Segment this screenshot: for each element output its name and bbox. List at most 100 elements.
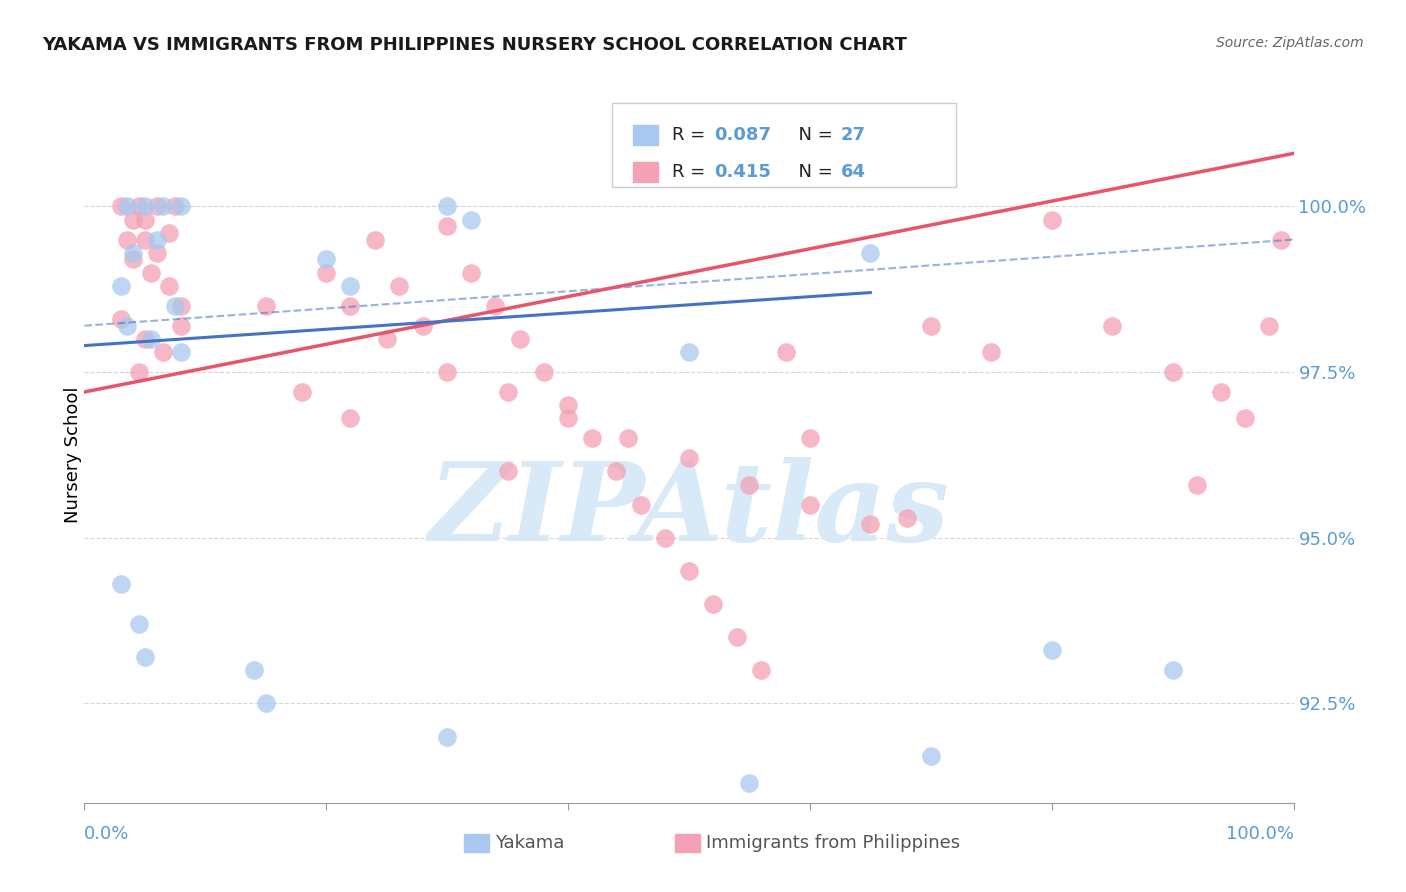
Point — [110, 577, 132, 591]
Point — [460, 212, 482, 227]
Point — [1258, 318, 1281, 333]
Point — [134, 212, 156, 227]
Point — [375, 332, 398, 346]
Point — [291, 384, 314, 399]
Text: Source: ZipAtlas.com: Source: ZipAtlas.com — [1216, 36, 1364, 50]
Point — [115, 199, 138, 213]
Point — [134, 233, 156, 247]
Point — [725, 630, 748, 644]
Point — [412, 318, 434, 333]
Point — [339, 279, 361, 293]
Point — [170, 199, 193, 213]
Point — [121, 252, 143, 267]
Point — [146, 199, 169, 213]
Point — [775, 345, 797, 359]
Point — [254, 697, 277, 711]
Point — [1040, 643, 1063, 657]
Point — [678, 564, 700, 578]
Point — [702, 597, 724, 611]
Point — [146, 233, 169, 247]
Point — [165, 199, 187, 213]
Point — [157, 226, 180, 240]
Point — [509, 332, 531, 346]
Point — [557, 398, 579, 412]
Point — [436, 730, 458, 744]
Point — [110, 312, 132, 326]
Point — [128, 616, 150, 631]
Point — [1185, 477, 1208, 491]
Point — [496, 465, 519, 479]
Point — [605, 465, 627, 479]
Point — [170, 299, 193, 313]
Text: YAKAMA VS IMMIGRANTS FROM PHILIPPINES NURSERY SCHOOL CORRELATION CHART: YAKAMA VS IMMIGRANTS FROM PHILIPPINES NU… — [42, 36, 907, 54]
Point — [242, 663, 264, 677]
Point — [121, 212, 143, 227]
Point — [315, 266, 337, 280]
Point — [920, 749, 942, 764]
Point — [121, 245, 143, 260]
Point — [630, 498, 652, 512]
Point — [388, 279, 411, 293]
Point — [617, 431, 640, 445]
Point — [152, 199, 174, 213]
Point — [134, 650, 156, 665]
Point — [581, 431, 603, 445]
Y-axis label: Nursery School: Nursery School — [65, 386, 82, 524]
Point — [110, 199, 132, 213]
Point — [170, 345, 193, 359]
Point — [738, 776, 761, 790]
Text: Immigrants from Philippines: Immigrants from Philippines — [706, 834, 960, 852]
Point — [557, 411, 579, 425]
Text: R =: R = — [672, 126, 711, 144]
Point — [436, 365, 458, 379]
Point — [315, 252, 337, 267]
Point — [139, 266, 162, 280]
Point — [1161, 365, 1184, 379]
Point — [165, 299, 187, 313]
Text: 100.0%: 100.0% — [1226, 825, 1294, 843]
Point — [859, 517, 882, 532]
Point — [678, 345, 700, 359]
Point — [139, 332, 162, 346]
Point — [1101, 318, 1123, 333]
Point — [460, 266, 482, 280]
Point — [799, 498, 821, 512]
Text: 0.0%: 0.0% — [84, 825, 129, 843]
Point — [678, 451, 700, 466]
Point — [859, 245, 882, 260]
Point — [738, 477, 761, 491]
Point — [128, 365, 150, 379]
Point — [152, 345, 174, 359]
Point — [1161, 663, 1184, 677]
Point — [799, 431, 821, 445]
Text: 64: 64 — [841, 163, 866, 181]
Point — [128, 199, 150, 213]
Point — [134, 199, 156, 213]
Text: R =: R = — [672, 163, 711, 181]
Point — [1270, 233, 1292, 247]
Point — [1234, 411, 1257, 425]
Point — [1040, 212, 1063, 227]
Point — [654, 531, 676, 545]
Point — [920, 318, 942, 333]
Text: N =: N = — [787, 163, 839, 181]
Text: 0.087: 0.087 — [714, 126, 772, 144]
Point — [980, 345, 1002, 359]
Point — [134, 332, 156, 346]
Point — [254, 299, 277, 313]
Point — [533, 365, 555, 379]
Point — [110, 279, 132, 293]
Point — [339, 299, 361, 313]
Point — [157, 279, 180, 293]
Point — [339, 411, 361, 425]
Point — [115, 318, 138, 333]
Text: 0.415: 0.415 — [714, 163, 770, 181]
Point — [363, 233, 385, 247]
Point — [496, 384, 519, 399]
Point — [115, 233, 138, 247]
Text: N =: N = — [787, 126, 839, 144]
Point — [436, 219, 458, 234]
Point — [896, 511, 918, 525]
Text: Yakama: Yakama — [495, 834, 564, 852]
Point — [146, 245, 169, 260]
